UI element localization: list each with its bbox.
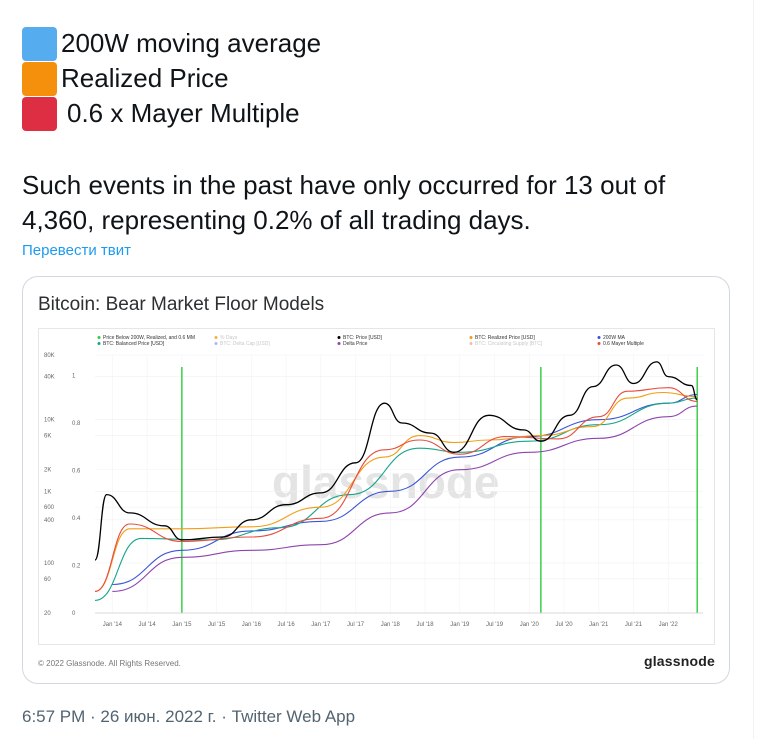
- chart-legend-swatch: [337, 336, 341, 339]
- x-tick-label: Jul '18: [416, 622, 434, 628]
- y2-tick-label: 0.2: [72, 564, 81, 570]
- x-tick-label: Jan '19: [450, 622, 470, 628]
- chart-legend-label: BTC: Realized Price [USD]: [475, 335, 535, 341]
- y-tick-label: 40K: [44, 375, 55, 381]
- chart-legend-label: 0.6 Mayer Multiple: [603, 341, 644, 347]
- y-tick-label: 6K: [44, 434, 51, 440]
- chart-legend-label: BTC: Balanced Price [USD]: [103, 341, 165, 347]
- y2-tick-label: 0.6: [72, 469, 81, 475]
- x-tick-label: Jul '14: [139, 622, 157, 628]
- bear-market-floor-chart: glassnode Price Below 200W, Realized, an…: [44, 335, 703, 628]
- x-tick-label: Jul '21: [625, 622, 643, 628]
- series-line-0-6-mayer-multiple: [94, 387, 698, 592]
- x-tick-label: Jul '20: [555, 622, 573, 628]
- legend-row-200w: 200W moving average: [22, 26, 321, 61]
- chart-legend-swatch: [469, 342, 473, 345]
- chart-legend-swatch: [97, 342, 101, 345]
- tweet-timestamp[interactable]: 6:57 PM · 26 июн. 2022 г. · Twitter Web …: [22, 707, 356, 726]
- x-tick-label: Jan '16: [242, 622, 262, 628]
- y2-tick-label: 1: [72, 374, 76, 380]
- y2-tick-label: 0.4: [72, 516, 81, 522]
- chart-legend-label: BTC: Price [USD]: [343, 335, 383, 341]
- chart-legend-swatch: [597, 336, 601, 339]
- chart-legend-label: % Days: [220, 335, 238, 341]
- legend-row-realized: Realized Price: [22, 61, 321, 96]
- chart-legend-label: BTC: Circulating Supply [BTC]: [475, 341, 543, 347]
- chart-card[interactable]: Bitcoin: Bear Market Floor Models glassn…: [22, 276, 730, 684]
- y2-tick-label: 0.8: [72, 421, 81, 427]
- red-square-icon: [22, 96, 57, 131]
- tweet-text: Such events in the past have only occurr…: [22, 170, 666, 235]
- y-tick-label: 400: [44, 518, 55, 524]
- legend-label-mayer: 0.6 x Mayer Multiple: [67, 98, 300, 128]
- copyright-text: © 2022 Glassnode. All Rights Reserved.: [38, 659, 181, 668]
- blue-square-icon: [22, 26, 57, 61]
- emoji-legend: 200W moving average Realized Price 0.6 x…: [22, 26, 321, 131]
- chart-legend-swatch: [214, 336, 218, 339]
- series-line-delta-price: [112, 405, 698, 592]
- glassnode-logo: glassnode: [643, 653, 715, 669]
- x-tick-label: Jan '22: [659, 622, 679, 628]
- legend-label-realized: Realized Price: [61, 63, 229, 93]
- series-line-btc-realized-price-usd: [94, 391, 698, 592]
- chart-legend-swatch: [469, 336, 473, 339]
- y-tick-label: 20: [44, 611, 51, 617]
- x-tick-label: Jan '20: [520, 622, 540, 628]
- translate-tweet-link[interactable]: Перевести твит: [22, 242, 131, 259]
- orange-square-icon: [22, 61, 57, 96]
- x-tick-label: Jul '16: [278, 622, 296, 628]
- chart-legend-label: BTC: Delta Cap [USD]: [220, 341, 270, 347]
- chart-frame: glassnode Price Below 200W, Realized, an…: [38, 328, 715, 645]
- chart-legend-label: 200W MA: [603, 335, 626, 341]
- legend-row-mayer: 0.6 x Mayer Multiple: [22, 96, 321, 131]
- y-tick-label: 80K: [44, 353, 55, 359]
- chart-legend-label: Price Below 200W, Realized, and 0.6 MM: [103, 335, 195, 341]
- chart-watermark: glassnode: [272, 456, 500, 508]
- x-tick-label: Jan '15: [172, 622, 192, 628]
- y-tick-label: 10K: [44, 418, 55, 424]
- chart-legend-swatch: [214, 342, 218, 345]
- y-tick-label: 1K: [44, 489, 51, 495]
- y-tick-label: 60: [44, 577, 51, 583]
- series-line-200w-ma: [112, 393, 698, 586]
- x-tick-label: Jul '19: [486, 622, 504, 628]
- chart-legend-label: Delta Price: [343, 341, 368, 347]
- x-tick-label: Jul '17: [347, 622, 365, 628]
- series-line-btc-price-usd: [94, 361, 698, 561]
- timeline-divider: [753, 0, 754, 739]
- x-tick-label: Jan '18: [381, 622, 401, 628]
- y2-tick-label: 0: [72, 611, 76, 617]
- x-tick-label: Jan '14: [103, 622, 123, 628]
- chart-legend-swatch: [337, 342, 341, 345]
- x-tick-label: Jan '21: [589, 622, 609, 628]
- x-tick-label: Jan '17: [311, 622, 331, 628]
- x-tick-label: Jul '15: [208, 622, 226, 628]
- y-tick-label: 600: [44, 505, 55, 511]
- y-tick-label: 100: [44, 561, 55, 567]
- chart-legend-swatch: [597, 342, 601, 345]
- card-title: Bitcoin: Bear Market Floor Models: [38, 294, 325, 315]
- legend-label-200w: 200W moving average: [61, 28, 322, 58]
- y-tick-label: 2K: [44, 468, 51, 474]
- chart-legend-swatch: [97, 336, 101, 339]
